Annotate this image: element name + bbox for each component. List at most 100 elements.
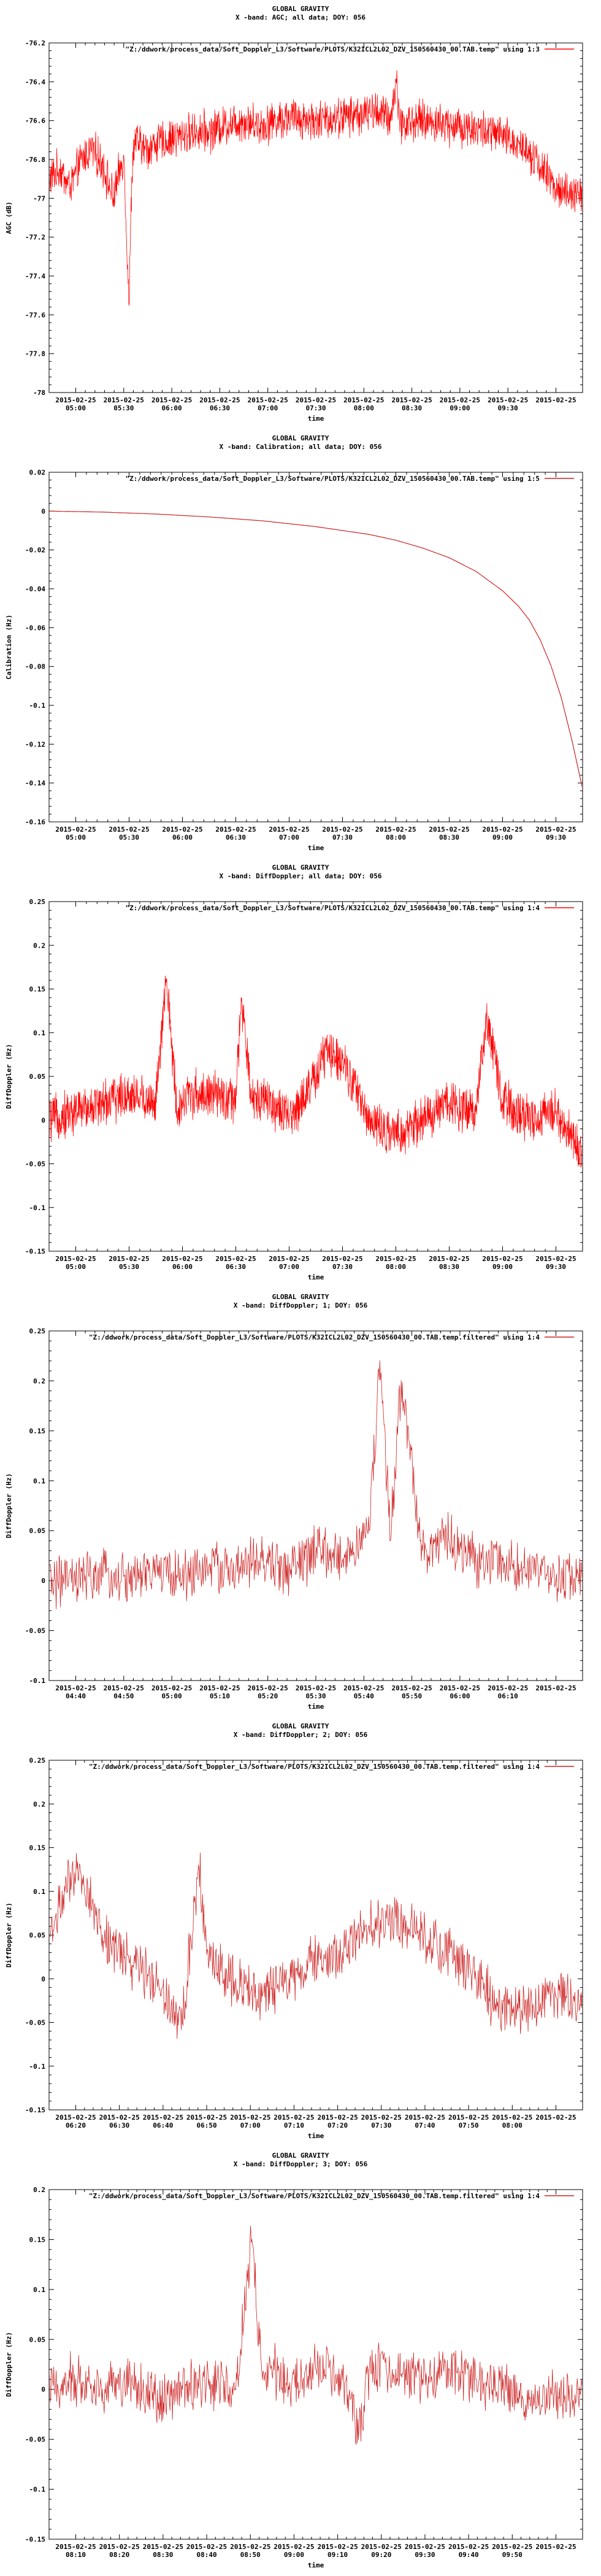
x-tick-label-time: 09:40 [459,2551,479,2559]
data-point [198,129,199,131]
y-tick-label: -0.05 [25,1160,45,1168]
y-tick-label: 0.05 [29,1527,46,1535]
x-tick-label-time: 07:50 [459,2122,479,2129]
data-point [240,120,242,121]
data-point [358,2439,359,2440]
y-tick-label: 0.2 [33,1800,45,1808]
data-point [342,2379,343,2380]
series-0 [50,510,582,788]
x-tick-label-time: 07:00 [240,2122,261,2129]
data-point [235,1102,237,1103]
y-tick-label: 0 [41,507,45,515]
data-point [155,513,156,515]
series-line [50,1360,582,1609]
data-point [422,120,423,121]
x-tick-label-date: 2015-02-25 [104,396,144,404]
data-point [182,2022,183,2023]
x-tick-label-time: 08:40 [196,2551,216,2559]
y-tick-label: 0.15 [29,986,46,994]
x-tick-label-date: 2015-02-25 [440,396,480,404]
x-tick-label-date: 2015-02-25 [99,2543,140,2551]
x-tick-label-time: 06:50 [196,2122,216,2129]
y-tick-label: -77.8 [25,350,45,358]
x-tick-label-date: 2015-02-25 [109,1255,149,1263]
x-tick-label-time: 06:30 [210,404,230,412]
x-tick-label-date: 2015-02-25 [55,826,96,834]
x-tick-label-date: 2015-02-25 [274,2114,314,2122]
y-tick-label: -0.14 [25,780,45,788]
x-tick-label-time: 06:10 [498,1692,518,1700]
data-point [342,1560,343,1562]
y-axis-label: DiffDoppler (Hz) [5,1473,13,1538]
chart-subtitle: X -band: Calibration; all data; DOY: 056 [220,443,382,451]
x-tick-label-date: 2015-02-25 [322,826,362,834]
y-tick-label: 0.25 [29,1327,46,1335]
x-tick-label-time: 05:20 [258,1692,278,1700]
series-0 [50,975,582,1168]
x-tick-label-date: 2015-02-25 [429,1255,469,1263]
legend-label: "Z:/ddwork/process_data/Soft_Doppler_L3/… [89,2192,540,2200]
x-tick-label-time: 08:30 [402,404,422,412]
x-tick-label-time: 09:30 [415,2551,435,2559]
legend-label: "Z:/ddwork/process_data/Soft_Doppler_L3/… [125,45,540,53]
data-point [224,124,226,125]
y-tick-label: 0 [41,2386,45,2394]
x-tick-label-time: 07:30 [332,834,353,841]
y-tick-label: -0.16 [25,818,45,826]
x-tick-label-time: 09:30 [546,1263,566,1271]
x-tick-label-time: 08:10 [66,2551,86,2559]
x-tick-label-date: 2015-02-25 [55,396,96,404]
x-tick-label-time: 05:10 [210,1692,230,1700]
legend-label: "Z:/ddwork/process_data/Soft_Doppler_L3/… [125,475,540,483]
data-point [131,178,132,180]
x-tick-label-date: 2015-02-25 [535,1684,576,1692]
y-tick-label: 0.25 [29,898,46,906]
x-tick-label-time: 06:40 [153,2122,173,2129]
data-point [235,2389,237,2390]
x-tick-label-time: 07:40 [415,2122,435,2129]
x-tick-label-time: 06:30 [226,834,246,841]
x-tick-label-date: 2015-02-25 [296,1684,336,1692]
plot-frame [48,2189,583,2540]
y-tick-label: 0.1 [33,1029,45,1037]
chart-subtitle: X -band: DiffDoppler; all data; DOY: 056 [220,872,382,880]
chart-subtitle: X -band: DiffDoppler; 3; DOY: 056 [234,2160,368,2168]
x-tick-label-time: 08:20 [109,2551,129,2559]
x-tick-label-time: 08:00 [502,2122,523,2129]
y-tick-label: -77 [33,194,45,202]
y-axis-label: AGC (dB) [5,202,13,234]
x-tick-label-time: 08:30 [153,2551,173,2559]
data-point [64,1891,66,1892]
x-tick-label-date: 2015-02-25 [162,826,202,834]
data-point [123,155,124,156]
data-point [235,1570,237,1571]
x-tick-label-time: 08:00 [386,834,406,841]
y-tick-label: -0.05 [25,2436,45,2444]
y-tick-label: 0.25 [29,1757,46,1765]
x-tick-label-date: 2015-02-25 [55,2114,96,2122]
y-tick-label: -0.05 [25,2019,45,2027]
x-axis-label: time [308,1703,324,1711]
chart-panel-1: GLOBAL GRAVITY X -band: AGC; all data; DO… [0,0,601,429]
x-tick-label-time: 08:30 [439,1263,459,1271]
x-tick-label-time: 05:30 [119,1263,139,1271]
chart-title: GLOBAL GRAVITY [272,5,329,13]
y-tick-label: -0.1 [29,702,46,710]
x-tick-label-date: 2015-02-25 [230,2114,270,2122]
data-point [166,979,167,981]
x-tick-label-date: 2015-02-25 [55,1255,96,1263]
x-tick-label-date: 2015-02-25 [322,1255,362,1263]
x-tick-label-time: 06:30 [109,2122,129,2129]
series-0 [50,2225,582,2445]
x-tick-label-date: 2015-02-25 [99,2114,140,2122]
x-tick-label-time: 05:40 [354,1692,374,1700]
x-tick-label-time: 07:00 [279,1263,299,1271]
data-point [550,664,551,665]
data-point [422,1119,423,1121]
x-tick-label-time: 07:20 [327,2122,348,2129]
